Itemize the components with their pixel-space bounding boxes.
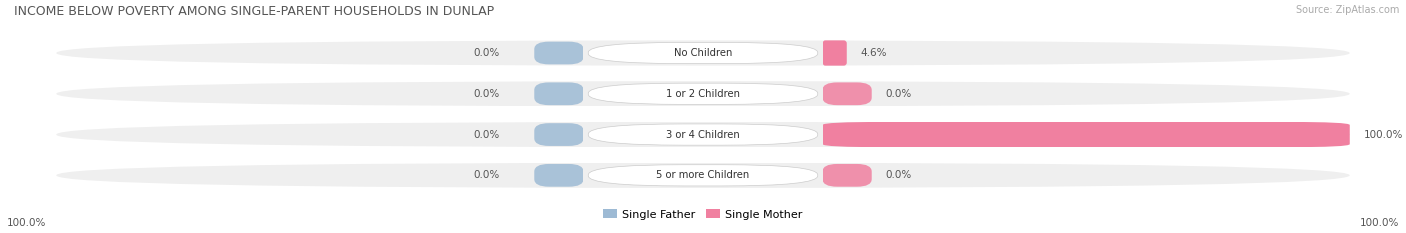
FancyBboxPatch shape bbox=[588, 124, 818, 145]
FancyBboxPatch shape bbox=[588, 42, 818, 64]
FancyBboxPatch shape bbox=[534, 82, 583, 105]
Text: 4.6%: 4.6% bbox=[860, 48, 887, 58]
FancyBboxPatch shape bbox=[56, 81, 1350, 106]
FancyBboxPatch shape bbox=[56, 163, 1350, 188]
Text: Source: ZipAtlas.com: Source: ZipAtlas.com bbox=[1295, 5, 1399, 15]
FancyBboxPatch shape bbox=[534, 42, 583, 64]
FancyBboxPatch shape bbox=[56, 122, 1350, 147]
Text: 100.0%: 100.0% bbox=[7, 218, 46, 228]
FancyBboxPatch shape bbox=[823, 122, 1350, 147]
Legend: Single Father, Single Mother: Single Father, Single Mother bbox=[599, 205, 807, 224]
FancyBboxPatch shape bbox=[823, 40, 846, 66]
Text: 1 or 2 Children: 1 or 2 Children bbox=[666, 89, 740, 99]
Text: 0.0%: 0.0% bbox=[472, 48, 499, 58]
Text: 0.0%: 0.0% bbox=[472, 130, 499, 140]
Text: 5 or more Children: 5 or more Children bbox=[657, 170, 749, 180]
FancyBboxPatch shape bbox=[588, 83, 818, 104]
FancyBboxPatch shape bbox=[534, 164, 583, 187]
FancyBboxPatch shape bbox=[588, 165, 818, 186]
Text: 100.0%: 100.0% bbox=[1364, 130, 1403, 140]
FancyBboxPatch shape bbox=[534, 123, 583, 146]
Text: 0.0%: 0.0% bbox=[886, 170, 912, 180]
Text: No Children: No Children bbox=[673, 48, 733, 58]
Text: 3 or 4 Children: 3 or 4 Children bbox=[666, 130, 740, 140]
FancyBboxPatch shape bbox=[823, 82, 872, 105]
FancyBboxPatch shape bbox=[823, 164, 872, 187]
Text: 0.0%: 0.0% bbox=[472, 170, 499, 180]
Text: INCOME BELOW POVERTY AMONG SINGLE-PARENT HOUSEHOLDS IN DUNLAP: INCOME BELOW POVERTY AMONG SINGLE-PARENT… bbox=[14, 5, 494, 18]
Text: 0.0%: 0.0% bbox=[472, 89, 499, 99]
Text: 100.0%: 100.0% bbox=[1360, 218, 1399, 228]
Text: 0.0%: 0.0% bbox=[886, 89, 912, 99]
FancyBboxPatch shape bbox=[56, 40, 1350, 66]
